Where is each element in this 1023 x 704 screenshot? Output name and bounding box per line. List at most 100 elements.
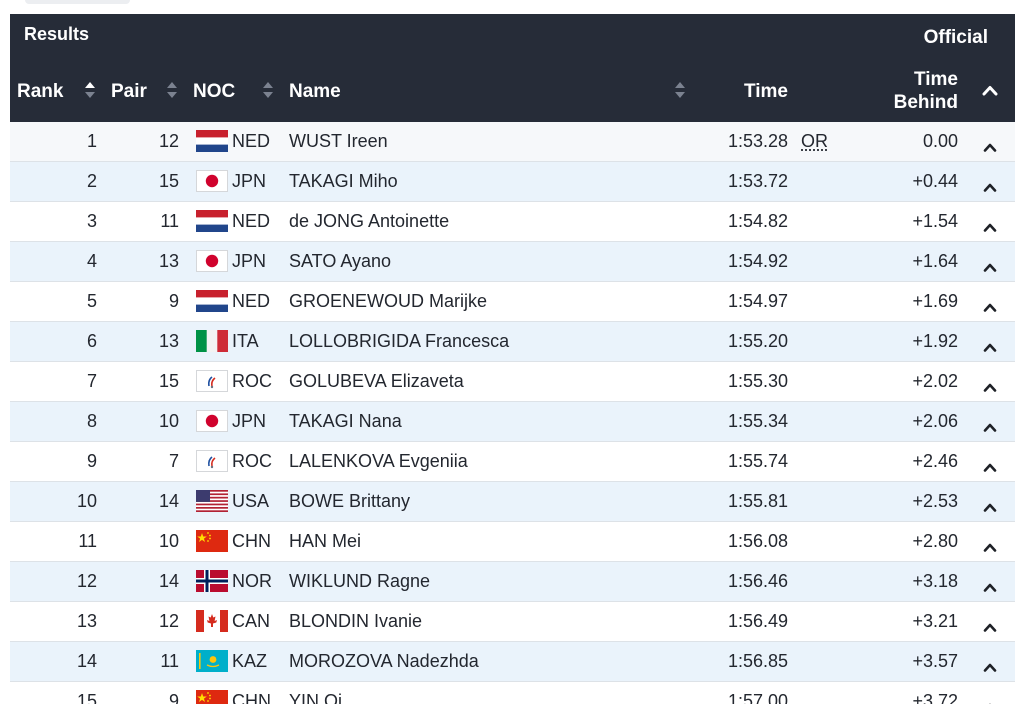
can-flag-icon (196, 610, 228, 632)
athlete-name[interactable]: SATO Ayano (289, 251, 392, 271)
pair-cell: 15 (158, 371, 179, 391)
chevron-up-icon[interactable] (983, 256, 997, 272)
noc-cell: NED (232, 291, 271, 311)
table-row[interactable]: 15 9 CHN YIN Qi 1:57.00 +3.72 (10, 682, 1015, 704)
time-behind-cell: +1.54 (912, 211, 958, 231)
time-behind-cell: +0.44 (912, 171, 958, 191)
chevron-up-icon[interactable] (983, 376, 997, 392)
table-row[interactable]: 11 10 CHN HAN Mei 1:56.08 +2.80 (10, 522, 1015, 562)
table-row[interactable]: 4 13 JPN SATO Ayano 1:54.92 +1.64 (10, 242, 1015, 282)
chevron-up-icon[interactable] (983, 176, 997, 192)
athlete-name[interactable]: WIKLUND Ragne (289, 571, 431, 591)
noc-cell: ROC (232, 371, 272, 391)
noc-cell: KAZ (232, 651, 268, 671)
noc-cell: CHN (232, 531, 271, 551)
table-row[interactable]: 2 15 JPN TAKAGI Miho 1:53.72 +0.44 (10, 162, 1015, 202)
column-header-time: Time (744, 81, 789, 102)
athlete-name[interactable]: YIN Qi (289, 691, 343, 704)
ned-flag-icon (196, 210, 228, 232)
noc-cell: USA (232, 491, 270, 511)
table-row[interactable]: 8 10 JPN TAKAGI Nana 1:55.34 +2.06 (10, 402, 1015, 442)
results-rows: 1 12 NED WUST Ireen 1:53.28 OR 0.00 2 15 JPN TAK… (10, 122, 1015, 704)
athlete-name[interactable]: GROENEWOUD Marijke (289, 291, 488, 311)
column-header-name[interactable]: Name (289, 81, 341, 102)
table-row[interactable]: 10 14 USA BOWE Brittany 1:55.81 +2.53 (10, 482, 1015, 522)
column-header-time-behind-line1: Time (913, 69, 958, 90)
noc-cell: JPN (232, 411, 267, 431)
results-table: Results Official Rank Pair NOC Name Time… (10, 14, 1015, 704)
chevron-up-icon[interactable] (983, 416, 997, 432)
time-cell: 1:56.85 (727, 651, 788, 671)
time-cell: 1:54.97 (727, 291, 788, 311)
table-row[interactable]: 5 9 NED GROENEWOUD Marijke 1:54.97 +1.69 (10, 282, 1015, 322)
time-behind-cell: +2.80 (912, 531, 958, 551)
athlete-name[interactable]: WUST Ireen (289, 131, 388, 151)
athlete-name[interactable]: BOWE Brittany (289, 491, 411, 511)
chevron-up-icon[interactable] (983, 136, 997, 152)
chevron-up-icon[interactable] (983, 616, 997, 632)
rank-cell: 10 (76, 491, 97, 511)
rank-cell: 9 (86, 451, 97, 471)
time-behind-cell: +2.02 (912, 371, 958, 391)
table-row[interactable]: 6 13 ITA LOLLOBRIGIDA Francesca 1:55.20 +1.9… (10, 322, 1015, 362)
chevron-up-icon[interactable] (983, 576, 997, 592)
pair-cell: 10 (158, 411, 179, 431)
table-row[interactable]: 1 12 NED WUST Ireen 1:53.28 OR 0.00 (10, 122, 1015, 162)
chevron-up-icon[interactable] (983, 496, 997, 512)
athlete-name[interactable]: BLONDIN Ivanie (289, 611, 423, 631)
chevron-up-icon[interactable] (983, 656, 997, 672)
pair-cell: 15 (158, 171, 179, 191)
athlete-name[interactable]: MOROZOVA Nadezhda (289, 651, 479, 671)
table-row[interactable]: 13 12 CAN BLONDIN Ivanie 1:56.49 +3.21 (10, 602, 1015, 642)
pair-cell: 10 (158, 531, 179, 551)
time-behind-cell: +3.72 (912, 691, 958, 704)
table-row[interactable]: 7 15 ROC GOLUBEVA Elizaveta 1:55.30 +2.02 (10, 362, 1015, 402)
athlete-name[interactable]: GOLUBEVA Elizaveta (289, 371, 464, 391)
table-row[interactable]: 9 7 ROC LALENKOVA Evgeniia 1:55.74 +2.46 (10, 442, 1015, 482)
time-cell: 1:53.28 (727, 131, 788, 151)
chevron-up-icon[interactable] (983, 296, 997, 312)
column-header-rank[interactable]: Rank (17, 81, 64, 102)
pair-cell: 9 (168, 691, 179, 704)
chevron-up-icon[interactable] (983, 696, 997, 704)
athlete-name[interactable]: LALENKOVA Evgeniia (289, 451, 468, 471)
chevron-up-icon[interactable] (983, 216, 997, 232)
sort-icon[interactable] (84, 80, 96, 100)
table-row[interactable]: 12 14 NOR WIKLUND Ragne 1:56.46 +3.18 (10, 562, 1015, 602)
time-cell: 1:55.30 (727, 371, 788, 391)
noc-cell: JPN (232, 171, 267, 191)
table-row[interactable]: 14 11 KAZ MOROZOVA Nadezhda 1:56.85 +3.57 (10, 642, 1015, 682)
rank-cell: 3 (86, 211, 97, 231)
column-header-time-behind: Time Behind (894, 68, 958, 114)
athlete-name[interactable]: TAKAGI Nana (289, 411, 402, 431)
column-header-pair[interactable]: Pair (111, 81, 147, 102)
column-header-noc[interactable]: NOC (193, 81, 236, 102)
chevron-up-icon[interactable] (983, 536, 997, 552)
athlete-name[interactable]: LOLLOBRIGIDA Francesca (289, 331, 510, 351)
athlete-name[interactable]: de JONG Antoinette (289, 211, 450, 231)
sort-icon[interactable] (262, 80, 274, 100)
athlete-name[interactable]: TAKAGI Miho (289, 171, 398, 191)
rank-cell: 15 (76, 691, 97, 704)
rank-cell: 7 (86, 371, 97, 391)
sort-icon[interactable] (166, 80, 178, 100)
table-row[interactable]: 3 11 NED de JONG Antoinette 1:54.82 +1.54 (10, 202, 1015, 242)
nor-flag-icon (196, 570, 228, 592)
sort-icon[interactable] (674, 80, 686, 100)
chevron-up-icon[interactable] (983, 456, 997, 472)
time-cell: 1:56.49 (727, 611, 788, 631)
ned-flag-icon (196, 130, 228, 152)
time-behind-cell: +1.69 (912, 291, 958, 311)
record-badge[interactable]: OR (801, 131, 828, 151)
rank-cell: 4 (86, 251, 97, 271)
chevron-up-icon[interactable] (983, 336, 997, 352)
rank-cell: 13 (76, 611, 97, 631)
pair-cell: 14 (158, 491, 179, 511)
noc-cell: NED (232, 131, 271, 151)
athlete-name[interactable]: HAN Mei (289, 531, 362, 551)
chevron-up-icon[interactable] (982, 84, 998, 96)
ned-flag-icon (196, 290, 228, 312)
time-cell: 1:55.74 (727, 451, 788, 471)
pair-cell: 13 (158, 331, 179, 351)
time-behind-cell: +2.53 (912, 491, 958, 511)
